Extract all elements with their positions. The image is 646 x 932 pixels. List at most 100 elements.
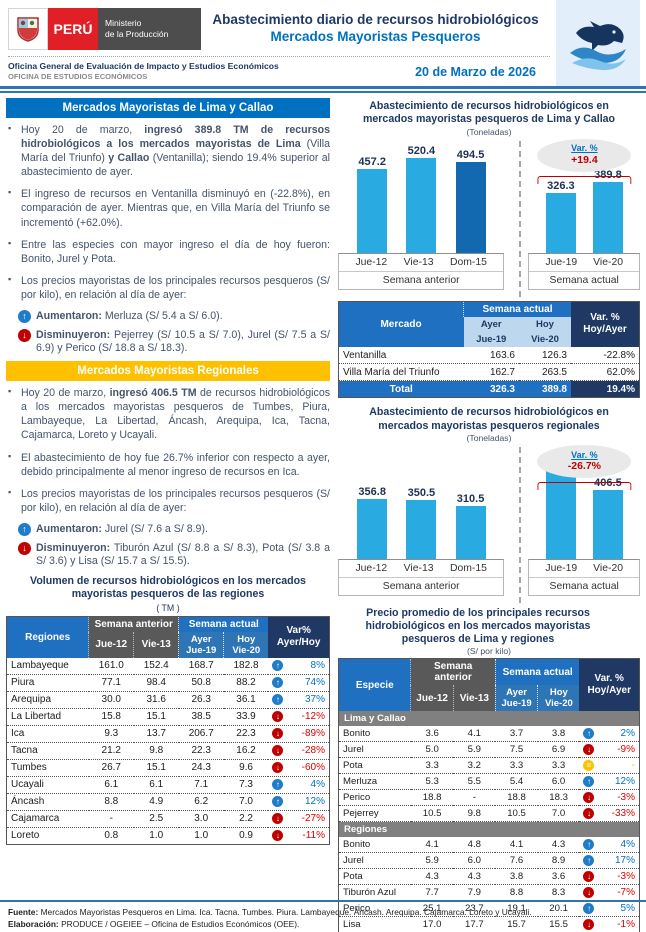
ayer-label: Ayer: [190, 633, 212, 645]
cell-value: 8.8: [495, 884, 538, 902]
cell-value: 182.8: [223, 657, 269, 675]
chart-plot: 457.2 520.4 494.5 326.3 389.8 Var. % +19.4: [338, 138, 640, 253]
chart2-title: Abastecimiento de recursos hidrobiológic…: [369, 406, 609, 432]
variation-value: -3%: [617, 792, 635, 804]
cell-value: 18.3: [537, 789, 580, 807]
var-label-line1: Var%: [286, 625, 311, 637]
group-label: Semana actual: [549, 580, 619, 592]
cell-value: 7.5: [495, 741, 538, 759]
table-row: Piura 77.1 98.4 50.8 88.2 ↑ 74%: [6, 674, 330, 692]
bar: [545, 192, 576, 253]
axis-label: Jue-19: [545, 562, 578, 574]
cell-value: 6.2: [178, 793, 224, 811]
cell-name: Jurel: [338, 852, 411, 870]
cell-value: 19.1: [495, 900, 538, 918]
header-left: PERÚ Ministerio de la Producción Abastec…: [8, 0, 550, 86]
variation-cell: ↑ 17%: [579, 852, 640, 870]
cell-value: 4.3: [453, 868, 496, 886]
axis-group: Jue-19 Vie-20 Semana actual: [528, 252, 640, 290]
variation-cell: ↑ 2%: [579, 726, 640, 743]
cell-value: 6.0: [453, 852, 496, 870]
hoy-label: Hoy: [549, 687, 568, 699]
cell-value: 7.3: [223, 776, 269, 794]
variation-cell: ↓ -60%: [268, 759, 330, 777]
section-title-regional: Mercados Mayoristas Regionales: [6, 361, 330, 382]
up-arrow-icon: ↑: [583, 776, 595, 788]
variation-cell: ↑ 4%: [268, 776, 330, 794]
cell-value: 4.1: [453, 726, 496, 743]
var-label-line2: Hoy/Ayer: [583, 324, 627, 336]
bar-value: 494.5: [456, 148, 485, 161]
var-label-line2: Ayer/Hoy: [276, 637, 321, 649]
cell-value: 9.6: [223, 759, 269, 777]
cell-value: 10.5: [410, 805, 454, 823]
col-header-semana-actual: Semana actual: [463, 301, 571, 317]
cell-value: 88.2: [223, 674, 269, 692]
cell-value: 3.8: [537, 726, 580, 743]
bar-value: 406.5: [594, 476, 622, 489]
cell-name: Pota: [338, 868, 411, 886]
decrease-detail: Pejerrey (S/ 10.5 a S/ 7.0), Jurel (S/ 7…: [36, 328, 330, 355]
table-row: Bonito 3.6 4.1 3.7 3.8 ↑ 2%: [338, 726, 640, 743]
variation-value: -26.7%: [567, 460, 602, 473]
ministry-line2: de la Producción: [105, 29, 169, 39]
elaboration-text: PRODUCE / OGEIEE – Oficina de Estudios E…: [61, 918, 300, 929]
variation-value: -7%: [617, 887, 635, 899]
variation-badge: Var. % +19.4: [537, 138, 632, 172]
cell-value: 21.2: [88, 742, 134, 760]
bar-value: 350.5: [407, 486, 436, 499]
table-row: Bonito 4.1 4.8 4.1 4.3 ↑ 4%: [338, 837, 640, 854]
total-value: 389.8: [518, 380, 571, 398]
variation-value: -: [631, 760, 635, 772]
variation-value: 12%: [614, 776, 635, 788]
bar-item: 310.5: [455, 493, 486, 559]
col-header-jue12: Jue-12: [410, 685, 454, 712]
variation-cell: ↓ -28%: [268, 742, 330, 760]
left-column: Mercados Mayoristas de Lima y Callao Hoy…: [5, 98, 330, 898]
cell-value: 0.8: [88, 827, 134, 845]
cell-name: Piura: [6, 674, 89, 692]
down-arrow-icon: ↓: [583, 919, 595, 931]
cell-value: 5.3: [410, 773, 454, 791]
cell-value: 161.0: [88, 657, 134, 675]
source-label: Fuente:: [8, 906, 39, 917]
cell-value: 31.6: [133, 691, 179, 709]
decrease-label: Disminuyeron:: [36, 541, 111, 554]
var-label-line1: Var. %: [590, 312, 620, 324]
col-header-var: Var% Ayer/Hoy: [268, 616, 330, 658]
header-bottom-row: Oficina General de Evaluación de Impacto…: [8, 57, 550, 86]
bar: [406, 499, 437, 559]
total-variation: 19.4%: [571, 380, 640, 398]
bar-item: 356.8: [357, 486, 388, 559]
variation-cell: ↑ 37%: [268, 691, 330, 709]
bar-group: 356.8 350.5 310.5: [338, 445, 505, 559]
variation-bracket: [537, 175, 631, 184]
week-divider-line: [519, 140, 521, 297]
variation-value: -12%: [301, 711, 325, 723]
cell-value: 163.6: [463, 347, 519, 365]
bar-item: 457.2: [357, 156, 388, 253]
regional-decrease-line: ↓ Disminuyeron: Tiburón Azul (S/ 8.8 a S…: [18, 541, 330, 570]
cell-value: 5.0: [410, 741, 454, 759]
bullet-item: El abastecimiento de hoy fue 26.7% infer…: [6, 451, 330, 479]
cell-value: 3.3: [410, 757, 454, 775]
variation-value: -60%: [301, 762, 325, 774]
mercado-table: Mercado Semana actual Var. % Hoy/Ayer Ay…: [338, 300, 640, 399]
variation-cell: ↑ 8%: [268, 657, 330, 675]
variation-cell: ↓ -3%: [579, 868, 640, 886]
section-label: Lima y Callao: [338, 711, 640, 727]
price-table: Especie Semana anterior Semana actual Va…: [337, 658, 640, 932]
axis-label: Vie-20: [593, 256, 624, 268]
ministry-label: Ministerio de la Producción: [98, 8, 201, 50]
bullet-item: El ingreso de recursos en Ventanilla dis…: [6, 187, 330, 229]
col-header-ayer: Ayer Jue-19: [178, 631, 224, 658]
cell-value: 3.3: [495, 757, 538, 775]
bullet-item: Entre las especies con mayor ingreso el …: [6, 238, 330, 266]
variation-cell: ↓ -11%: [268, 827, 330, 845]
col-header-mercado: Mercado: [338, 301, 464, 348]
cell-value: 4.8: [453, 837, 496, 854]
var-label-line1: Var. %: [594, 673, 624, 685]
table-row: Jurel 5.0 5.9 7.5 6.9 ↓ -9%: [338, 741, 640, 759]
variation-value: -9%: [617, 744, 635, 756]
